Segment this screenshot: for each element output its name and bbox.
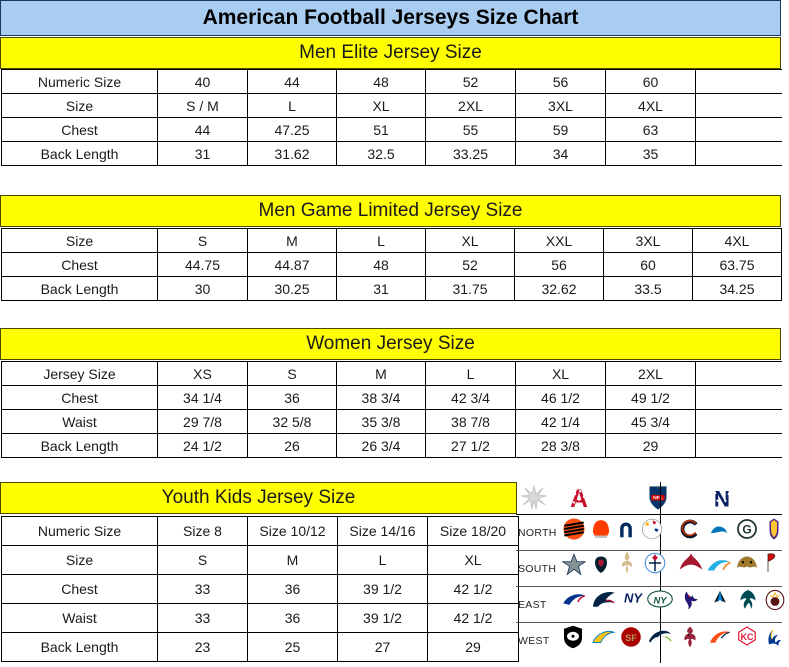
svg-text:SF: SF xyxy=(625,633,637,643)
svg-text:NY: NY xyxy=(653,595,667,605)
svg-text:NFL: NFL xyxy=(653,495,662,501)
svg-text:NY: NY xyxy=(624,591,643,606)
svg-text:G: G xyxy=(742,523,751,537)
svg-text:KC: KC xyxy=(741,632,754,642)
